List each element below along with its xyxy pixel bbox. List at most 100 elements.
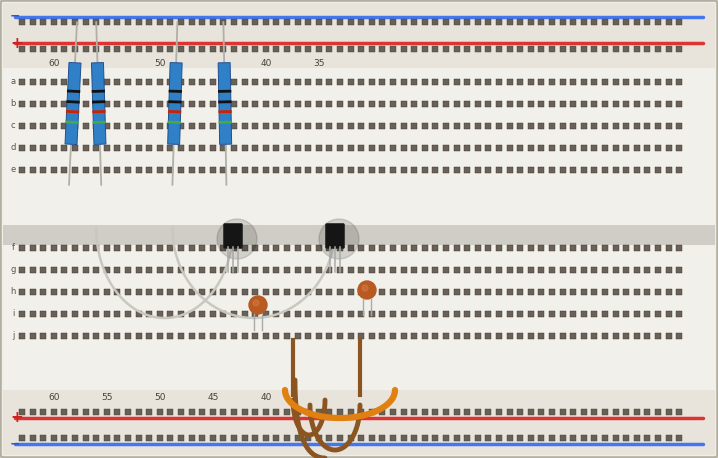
Bar <box>655 46 661 52</box>
Bar <box>157 435 163 441</box>
Bar <box>125 46 131 52</box>
Bar <box>369 123 375 129</box>
Bar <box>612 79 619 85</box>
Bar <box>274 145 279 151</box>
Bar <box>337 267 343 273</box>
Bar <box>507 289 513 295</box>
Text: +: + <box>10 36 23 50</box>
Bar <box>274 289 279 295</box>
Bar <box>369 19 375 25</box>
Text: 55: 55 <box>101 393 113 402</box>
Bar <box>485 267 491 273</box>
Bar <box>644 19 651 25</box>
Bar <box>337 333 343 339</box>
Text: f: f <box>11 244 14 252</box>
Bar <box>602 19 608 25</box>
Bar <box>284 245 290 251</box>
Bar <box>104 145 110 151</box>
Bar <box>146 123 152 129</box>
Bar <box>421 333 428 339</box>
Bar <box>167 79 174 85</box>
Bar <box>348 333 353 339</box>
Bar <box>655 409 661 415</box>
Bar <box>252 289 258 295</box>
Bar <box>72 101 78 107</box>
Bar <box>401 46 406 52</box>
Bar <box>104 167 110 173</box>
Bar <box>379 19 386 25</box>
Bar <box>602 123 608 129</box>
Bar <box>337 289 343 295</box>
Bar <box>316 289 322 295</box>
Bar <box>390 79 396 85</box>
Bar <box>390 46 396 52</box>
Bar <box>465 19 470 25</box>
Bar <box>602 409 608 415</box>
Bar <box>655 79 661 85</box>
Text: 40: 40 <box>260 60 271 69</box>
Bar <box>157 311 163 317</box>
Bar <box>29 46 36 52</box>
Bar <box>316 46 322 52</box>
Bar <box>125 311 131 317</box>
Bar <box>676 19 682 25</box>
Bar <box>252 409 258 415</box>
Bar <box>51 101 57 107</box>
Bar <box>655 333 661 339</box>
Bar <box>72 409 78 415</box>
Bar <box>3 3 715 68</box>
Bar <box>379 435 386 441</box>
Bar <box>454 289 460 295</box>
Bar <box>454 435 460 441</box>
Bar <box>676 167 682 173</box>
Bar <box>136 435 141 441</box>
Bar <box>210 19 216 25</box>
Bar <box>241 289 248 295</box>
Bar <box>263 245 269 251</box>
Bar <box>559 167 566 173</box>
Bar <box>592 19 597 25</box>
Bar <box>475 333 481 339</box>
Polygon shape <box>167 63 182 144</box>
Bar <box>581 123 587 129</box>
Bar <box>401 167 406 173</box>
Bar <box>19 46 25 52</box>
Bar <box>263 267 269 273</box>
Bar <box>157 46 163 52</box>
Bar <box>40 46 46 52</box>
Bar <box>485 46 491 52</box>
Bar <box>231 123 237 129</box>
Bar <box>623 19 629 25</box>
Bar <box>51 311 57 317</box>
Bar <box>327 311 332 317</box>
Bar <box>327 289 332 295</box>
Bar <box>592 289 597 295</box>
Bar <box>644 145 651 151</box>
Bar <box>676 145 682 151</box>
Bar <box>454 46 460 52</box>
Bar <box>666 435 671 441</box>
Bar <box>327 19 332 25</box>
Bar <box>666 46 671 52</box>
Bar <box>337 123 343 129</box>
Bar <box>570 167 577 173</box>
Bar <box>496 46 502 52</box>
Bar <box>178 245 184 251</box>
Bar <box>465 435 470 441</box>
Bar <box>528 289 533 295</box>
Bar <box>51 19 57 25</box>
Bar <box>104 289 110 295</box>
Bar <box>305 19 311 25</box>
Bar <box>220 333 226 339</box>
Bar <box>485 333 491 339</box>
Bar <box>157 19 163 25</box>
Bar <box>263 311 269 317</box>
Bar <box>443 435 449 441</box>
Bar <box>676 333 682 339</box>
Bar <box>157 79 163 85</box>
Bar <box>167 267 174 273</box>
Bar <box>602 145 608 151</box>
Bar <box>220 167 226 173</box>
Bar <box>454 311 460 317</box>
Bar <box>358 19 364 25</box>
